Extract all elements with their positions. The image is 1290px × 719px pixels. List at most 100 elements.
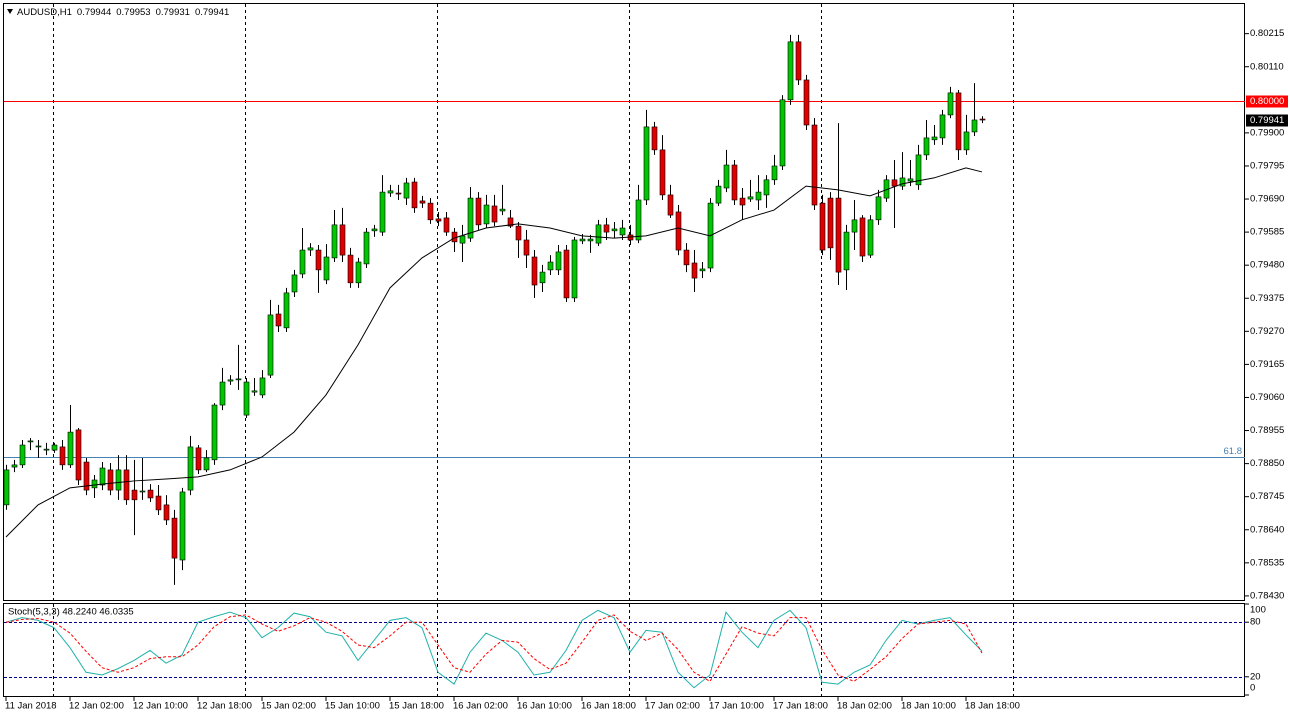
header-close: 0.79941 — [195, 7, 229, 18]
x-tick-label: 18 Jan 10:00 — [901, 701, 956, 712]
candle-body — [547, 261, 554, 271]
candle-body — [379, 191, 386, 233]
plot-layer: 0.80215 0.80110 0.79900 0.79795 0.79690 0.795… — [3, 4, 1288, 712]
price-panel-frame — [3, 3, 1245, 601]
candle-body — [203, 457, 210, 471]
y-tick-label: 0.78850 — [1250, 458, 1284, 469]
indicator-label: Stoch(5,3,3) 48.2240 46.0335 — [8, 607, 134, 618]
x-tick-label: 12 Jan 18:00 — [197, 701, 252, 712]
candle-body — [3, 469, 10, 506]
menu-arrow[interactable] — [7, 9, 13, 14]
candle-body — [731, 164, 738, 201]
x-tick-label: 17 Jan 18:00 — [773, 701, 828, 712]
candle-body — [243, 381, 250, 416]
candle-body — [475, 197, 482, 226]
y-tick-label: 0.79375 — [1250, 293, 1284, 304]
y-tick-label: 0.78955 — [1250, 425, 1284, 436]
y-tick-label: 0.80215 — [1250, 28, 1284, 39]
moving-average — [5, 167, 983, 538]
candle-body — [115, 469, 122, 491]
candle-body — [531, 256, 538, 286]
x-tick-label: 16 Jan 18:00 — [581, 701, 636, 712]
candle-body — [923, 137, 930, 156]
candle-body — [947, 92, 954, 116]
candle-body — [435, 218, 442, 222]
candle-body — [355, 261, 362, 284]
candle-body — [819, 202, 826, 251]
line-label: 61.8 — [1224, 446, 1243, 457]
candle-body — [507, 217, 514, 227]
candle-body — [35, 445, 42, 448]
candle-body — [59, 446, 66, 466]
candle-body — [699, 268, 706, 272]
candle-body — [107, 469, 114, 491]
candle-body — [555, 251, 562, 271]
candle-body — [499, 208, 506, 212]
candle-body — [251, 390, 258, 393]
candle-body — [235, 378, 242, 381]
x-tick-label: 12 Jan 02:00 — [69, 701, 124, 712]
candle-body — [467, 197, 474, 239]
candle-body — [643, 126, 650, 201]
candle-body — [443, 217, 450, 233]
y-tick-label: 0.78745 — [1250, 491, 1284, 502]
candle-body — [427, 202, 434, 221]
candle-body — [563, 249, 570, 299]
candle-body — [779, 99, 786, 167]
candle-body — [763, 179, 770, 196]
candle-body — [787, 41, 794, 101]
candle-body — [259, 377, 266, 396]
candle-body — [219, 381, 226, 406]
candle-body — [179, 491, 186, 561]
candle-body — [771, 165, 778, 181]
y-tick-label: 0.78430 — [1250, 590, 1284, 601]
candle-body — [939, 114, 946, 139]
candle-body — [955, 92, 962, 151]
candle-body — [811, 124, 818, 206]
candle-body — [579, 238, 586, 242]
x-tick-label: 16 Jan 02:00 — [453, 701, 508, 712]
candle-body — [147, 489, 154, 499]
candle-body — [635, 199, 642, 241]
candle-body — [931, 136, 938, 141]
current-price-box — [1246, 114, 1288, 127]
candle-body — [19, 444, 26, 466]
candle-body — [227, 379, 234, 382]
candle-body — [11, 464, 18, 468]
candle-body — [331, 224, 338, 259]
candle-body — [91, 479, 98, 489]
candle-body — [971, 119, 978, 133]
candle-body — [171, 517, 178, 559]
candle-body — [395, 192, 402, 195]
candle-body — [539, 271, 546, 284]
candle-body — [27, 440, 34, 443]
candle-body — [299, 249, 306, 275]
y-tick-label: 0.79900 — [1250, 127, 1284, 138]
candle-body — [483, 204, 490, 225]
header-low: 0.79931 — [156, 7, 190, 18]
candle-body — [275, 313, 282, 327]
y-tick-label: 0 — [1250, 683, 1255, 694]
header-open: 0.79944 — [77, 7, 111, 18]
candle-body — [963, 131, 970, 151]
candle-body — [755, 191, 762, 201]
candle-body — [195, 447, 202, 471]
y-tick-label: 20 — [1250, 671, 1261, 682]
y-tick-label: 0.78535 — [1250, 557, 1284, 568]
candle-body — [715, 185, 722, 204]
candle-body — [795, 41, 802, 81]
x-tick-label: 15 Jan 18:00 — [389, 701, 444, 712]
candle-body — [523, 239, 530, 256]
x-tick-label: 17 Jan 10:00 — [709, 701, 764, 712]
candle-body — [51, 444, 58, 451]
candle-body — [867, 219, 874, 256]
y-tick-label: 0.80110 — [1250, 61, 1284, 72]
y-tick-label: 0.78640 — [1250, 524, 1284, 535]
candle-body — [515, 225, 522, 241]
candle-body — [307, 247, 314, 251]
candle-body — [187, 446, 194, 491]
candle-body — [979, 118, 986, 121]
x-tick-label: 18 Jan 18:00 — [965, 701, 1020, 712]
candle-body — [843, 231, 850, 271]
